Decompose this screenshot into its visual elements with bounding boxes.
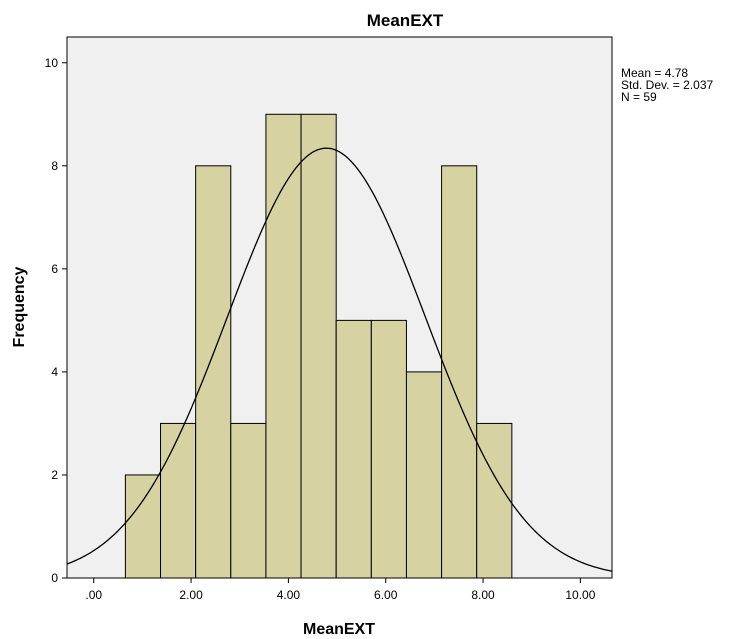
x-axis: .00 2.00 4.00 6.00 8.00 10.00	[85, 578, 596, 602]
y-axis-label: Frequency	[11, 266, 28, 347]
histogram-bar	[230, 422, 267, 579]
histogram-bar	[370, 319, 407, 579]
x-axis-label: MeanEXT	[303, 621, 375, 638]
histogram-bar	[265, 113, 302, 579]
x-tick-label: 4.00	[277, 588, 301, 602]
histogram-bar	[335, 319, 372, 579]
y-tick-label: 4	[51, 365, 58, 379]
y-tick-label: 0	[51, 571, 58, 585]
x-tick-label: .00	[85, 588, 102, 602]
histogram-bar	[124, 474, 162, 579]
stat-label: Std. Dev. = 2.037	[621, 78, 713, 92]
x-tick-label: 10.00	[565, 588, 595, 602]
chart-title: MeanEXT	[367, 11, 444, 30]
histogram-bar	[195, 165, 232, 579]
y-tick-label: 2	[51, 468, 58, 482]
y-tick-label: 8	[51, 159, 58, 173]
histogram-bar	[441, 165, 478, 579]
x-tick-label: 6.00	[374, 588, 398, 602]
normal-curve	[66, 147, 613, 572]
y-tick-label: 10	[45, 56, 59, 70]
stat-label: N = 59	[621, 90, 657, 104]
histogram-bars	[124, 113, 513, 579]
histogram-bar	[476, 422, 513, 579]
histogram-bar	[300, 113, 337, 579]
histogram-bar	[405, 371, 443, 579]
x-tick-label: 2.00	[179, 588, 203, 602]
y-axis: 0 2 4 6 8 10	[45, 56, 67, 585]
histogram-bar	[160, 422, 197, 579]
stat-label: Mean = 4.78	[621, 66, 688, 80]
x-tick-label: 8.00	[471, 588, 495, 602]
y-tick-label: 6	[51, 262, 58, 276]
